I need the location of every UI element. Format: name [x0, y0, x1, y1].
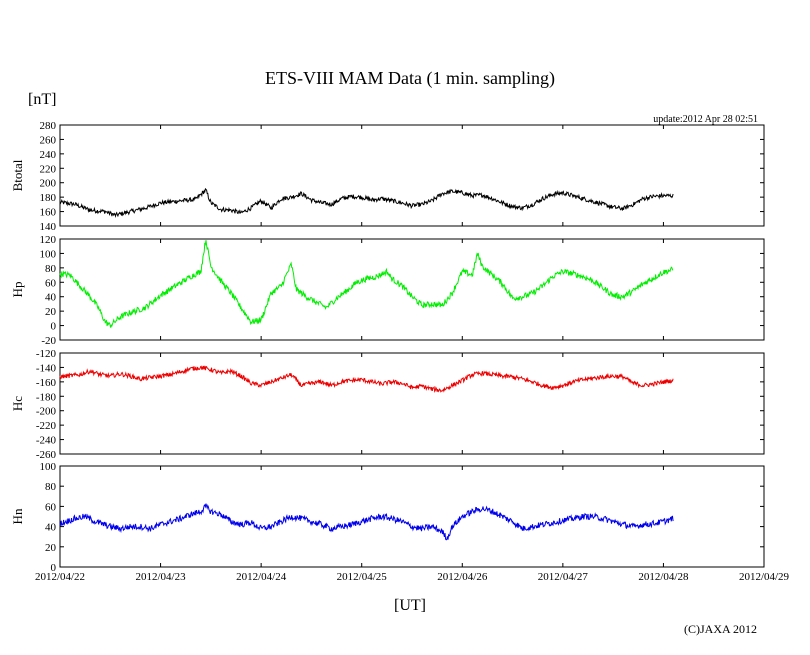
panel-hc: -260 -240 -220 -200 -180 -160 -140 -120 Hc [10, 348, 765, 461]
y-tick-label: 100 [40, 248, 57, 260]
x-tick-label: 2012/04/23 [136, 571, 187, 583]
panels: 140160180200220240260280Btotal-200204060… [10, 120, 765, 574]
series-line-hc [59, 365, 674, 393]
y-tick-label: 60 [45, 501, 57, 513]
chart-title: ETS-VIII MAM Data (1 min. sampling) [265, 68, 555, 89]
copyright-label: (C)JAXA 2012 [684, 622, 757, 636]
y-tick-label: 40 [45, 522, 57, 534]
x-tick-label: 2012/04/24 [236, 571, 287, 583]
panel-btotal: 140 160 180 200 220 240 260 280 Btotal [10, 120, 765, 233]
y-axis-label: Btotal [10, 159, 25, 191]
x-tick-label: 2012/04/29 [739, 571, 790, 583]
y-tick-label: 40 [45, 292, 57, 304]
y-tick-label: 140 [40, 221, 57, 233]
y-tick-label: 280 [40, 120, 57, 132]
plot-frame [59, 124, 765, 227]
y-tick-label: 20 [45, 306, 57, 318]
y-axis-label: Hp [10, 282, 25, 298]
plot-frame [59, 238, 765, 341]
x-tick-label: 2012/04/22 [35, 571, 85, 583]
y-tick-label: -20 [41, 335, 56, 347]
series-line-hp [59, 240, 674, 328]
y-tick-label: 120 [40, 234, 57, 246]
y-tick-label: 200 [40, 178, 57, 190]
update-timestamp: update:2012 Apr 28 02:51 [653, 114, 758, 125]
y-tick-label: 0 [51, 562, 57, 574]
y-tick-label: 260 [40, 134, 57, 146]
y-tick-label: -160 [36, 377, 57, 389]
x-tick-label: 2012/04/28 [638, 571, 689, 583]
y-tick-label: -220 [36, 420, 57, 432]
y-axis-label: Hc [10, 396, 25, 411]
series-line-btotal [59, 187, 674, 218]
y-tick-label: 160 [40, 207, 57, 219]
plot-frame [59, 352, 765, 455]
y-tick-label: -240 [36, 435, 57, 447]
y-tick-label: 60 [45, 277, 57, 289]
x-axis-ticks: 2012/04/22 2012/04/23 2012/04/24 2012/04/25… [35, 571, 790, 583]
x-axis-label: [UT] [394, 597, 426, 614]
y-tick-label: -140 [36, 362, 57, 374]
y-tick-label: 240 [40, 149, 57, 161]
y-tick-label: 80 [45, 481, 57, 493]
y-tick-label: 20 [45, 542, 57, 554]
series-line-hn [59, 503, 674, 541]
panel-hn: 0 20 40 60 80 100 Hn [10, 461, 765, 574]
plot-frame [59, 465, 765, 568]
x-tick-label: 2012/04/26 [437, 571, 488, 583]
x-tick-label: 2012/04/27 [538, 571, 589, 583]
y-tick-label: -260 [36, 449, 57, 461]
y-tick-label: 80 [45, 263, 57, 275]
y-tick-label: 100 [40, 461, 57, 473]
y-tick-label: -180 [36, 391, 57, 403]
y-tick-label: -120 [36, 348, 57, 360]
y-tick-label: -200 [36, 406, 57, 418]
y-tick-label: 220 [40, 163, 57, 175]
x-tick-label: 2012/04/25 [337, 571, 388, 583]
y-tick-label: 180 [40, 192, 57, 204]
unit-label: [nT] [28, 91, 56, 108]
y-axis-label: Hn [10, 508, 25, 524]
y-tick-label: 0 [51, 321, 57, 333]
panel-hp: -20 0 20 40 60 80 100 120 Hp [10, 234, 765, 347]
